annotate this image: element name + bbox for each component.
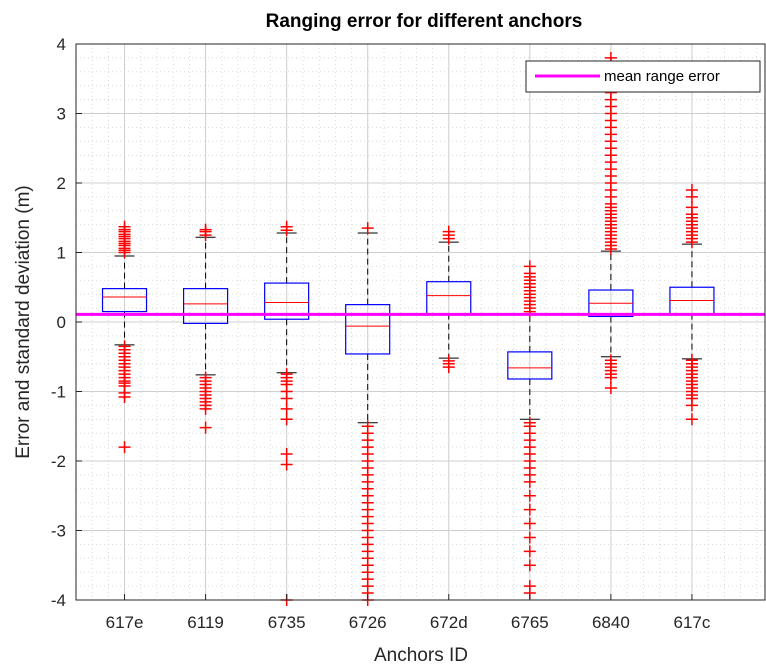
y-tick-label: 2 — [57, 174, 66, 193]
x-tick-label: 6119 — [187, 613, 224, 632]
iqr-box — [507, 351, 553, 380]
outlier-marker — [280, 402, 293, 415]
outlier-marker — [442, 361, 455, 374]
outlier-marker — [523, 475, 536, 488]
box-617c — [669, 183, 715, 426]
outlier-marker — [685, 399, 698, 412]
box-6735 — [264, 220, 310, 606]
outlier-marker — [523, 503, 536, 516]
x-axis-title: Anchors ID — [374, 645, 468, 666]
outlier-marker — [523, 559, 536, 572]
y-tick-label: 0 — [57, 313, 66, 332]
outlier-marker — [118, 220, 131, 233]
box-617e — [101, 220, 148, 454]
outlier-marker — [442, 225, 455, 238]
outlier-marker — [604, 371, 617, 384]
outlier-marker — [199, 421, 212, 434]
outlier-marker — [523, 489, 536, 502]
y-tick-label: 1 — [57, 244, 66, 263]
legend: mean range error — [525, 60, 761, 93]
iqr-box — [264, 282, 310, 320]
x-tick-label: 672d — [430, 613, 468, 632]
iqr-box — [345, 304, 391, 355]
y-tick-label: 4 — [57, 35, 66, 54]
y-axis-title: Error and standard deviation (m) — [13, 185, 34, 459]
outlier-marker — [280, 392, 293, 405]
outlier-marker — [199, 402, 212, 415]
iqr-box — [101, 288, 148, 313]
outlier-marker — [361, 222, 374, 235]
outlier-marker — [523, 545, 536, 558]
x-tick-label: 617c — [674, 613, 711, 632]
x-tick-label: 617e — [106, 613, 144, 632]
y-tick-label: 3 — [57, 105, 66, 124]
outlier-marker — [604, 382, 617, 395]
outlier-marker — [685, 413, 698, 426]
plot-area: -4 -3 -2 -1 0 1 2 3 4 617e 6119 6735 6726 672d 6765 68… — [51, 35, 766, 632]
box-6726 — [345, 222, 391, 606]
x-tick-label: 6840 — [592, 613, 630, 632]
y-tick-label: -2 — [51, 452, 66, 471]
outlier-marker — [280, 220, 293, 233]
outlier-marker — [280, 458, 293, 471]
outlier-marker — [280, 448, 293, 461]
outlier-marker — [685, 201, 698, 214]
outlier-marker — [523, 517, 536, 530]
box-series — [101, 51, 715, 606]
outlier-marker — [118, 391, 131, 404]
box-6119 — [182, 223, 229, 434]
outlier-marker — [523, 260, 536, 273]
y-axis-ticks: -4 -3 -2 -1 0 1 2 3 4 — [51, 35, 82, 610]
x-tick-label: 6735 — [268, 613, 306, 632]
outlier-marker — [118, 441, 131, 454]
box-6765 — [507, 260, 553, 600]
outlier-marker — [199, 223, 212, 236]
chart-title: Ranging error for different anchors — [266, 11, 583, 32]
x-axis-ticks: 617e 6119 6735 6726 672d 6765 6840 617c — [106, 594, 711, 632]
outlier-marker — [685, 183, 698, 196]
y-tick-label: -1 — [51, 383, 66, 402]
x-tick-label: 6765 — [511, 613, 549, 632]
legend-label-mean-range-error: mean range error — [604, 68, 720, 85]
outlier-marker — [523, 531, 536, 544]
iqr-box — [182, 288, 229, 324]
x-tick-label: 6726 — [349, 613, 387, 632]
y-tick-label: -4 — [51, 591, 66, 610]
outlier-marker — [280, 413, 293, 426]
y-tick-label: -3 — [51, 522, 66, 541]
